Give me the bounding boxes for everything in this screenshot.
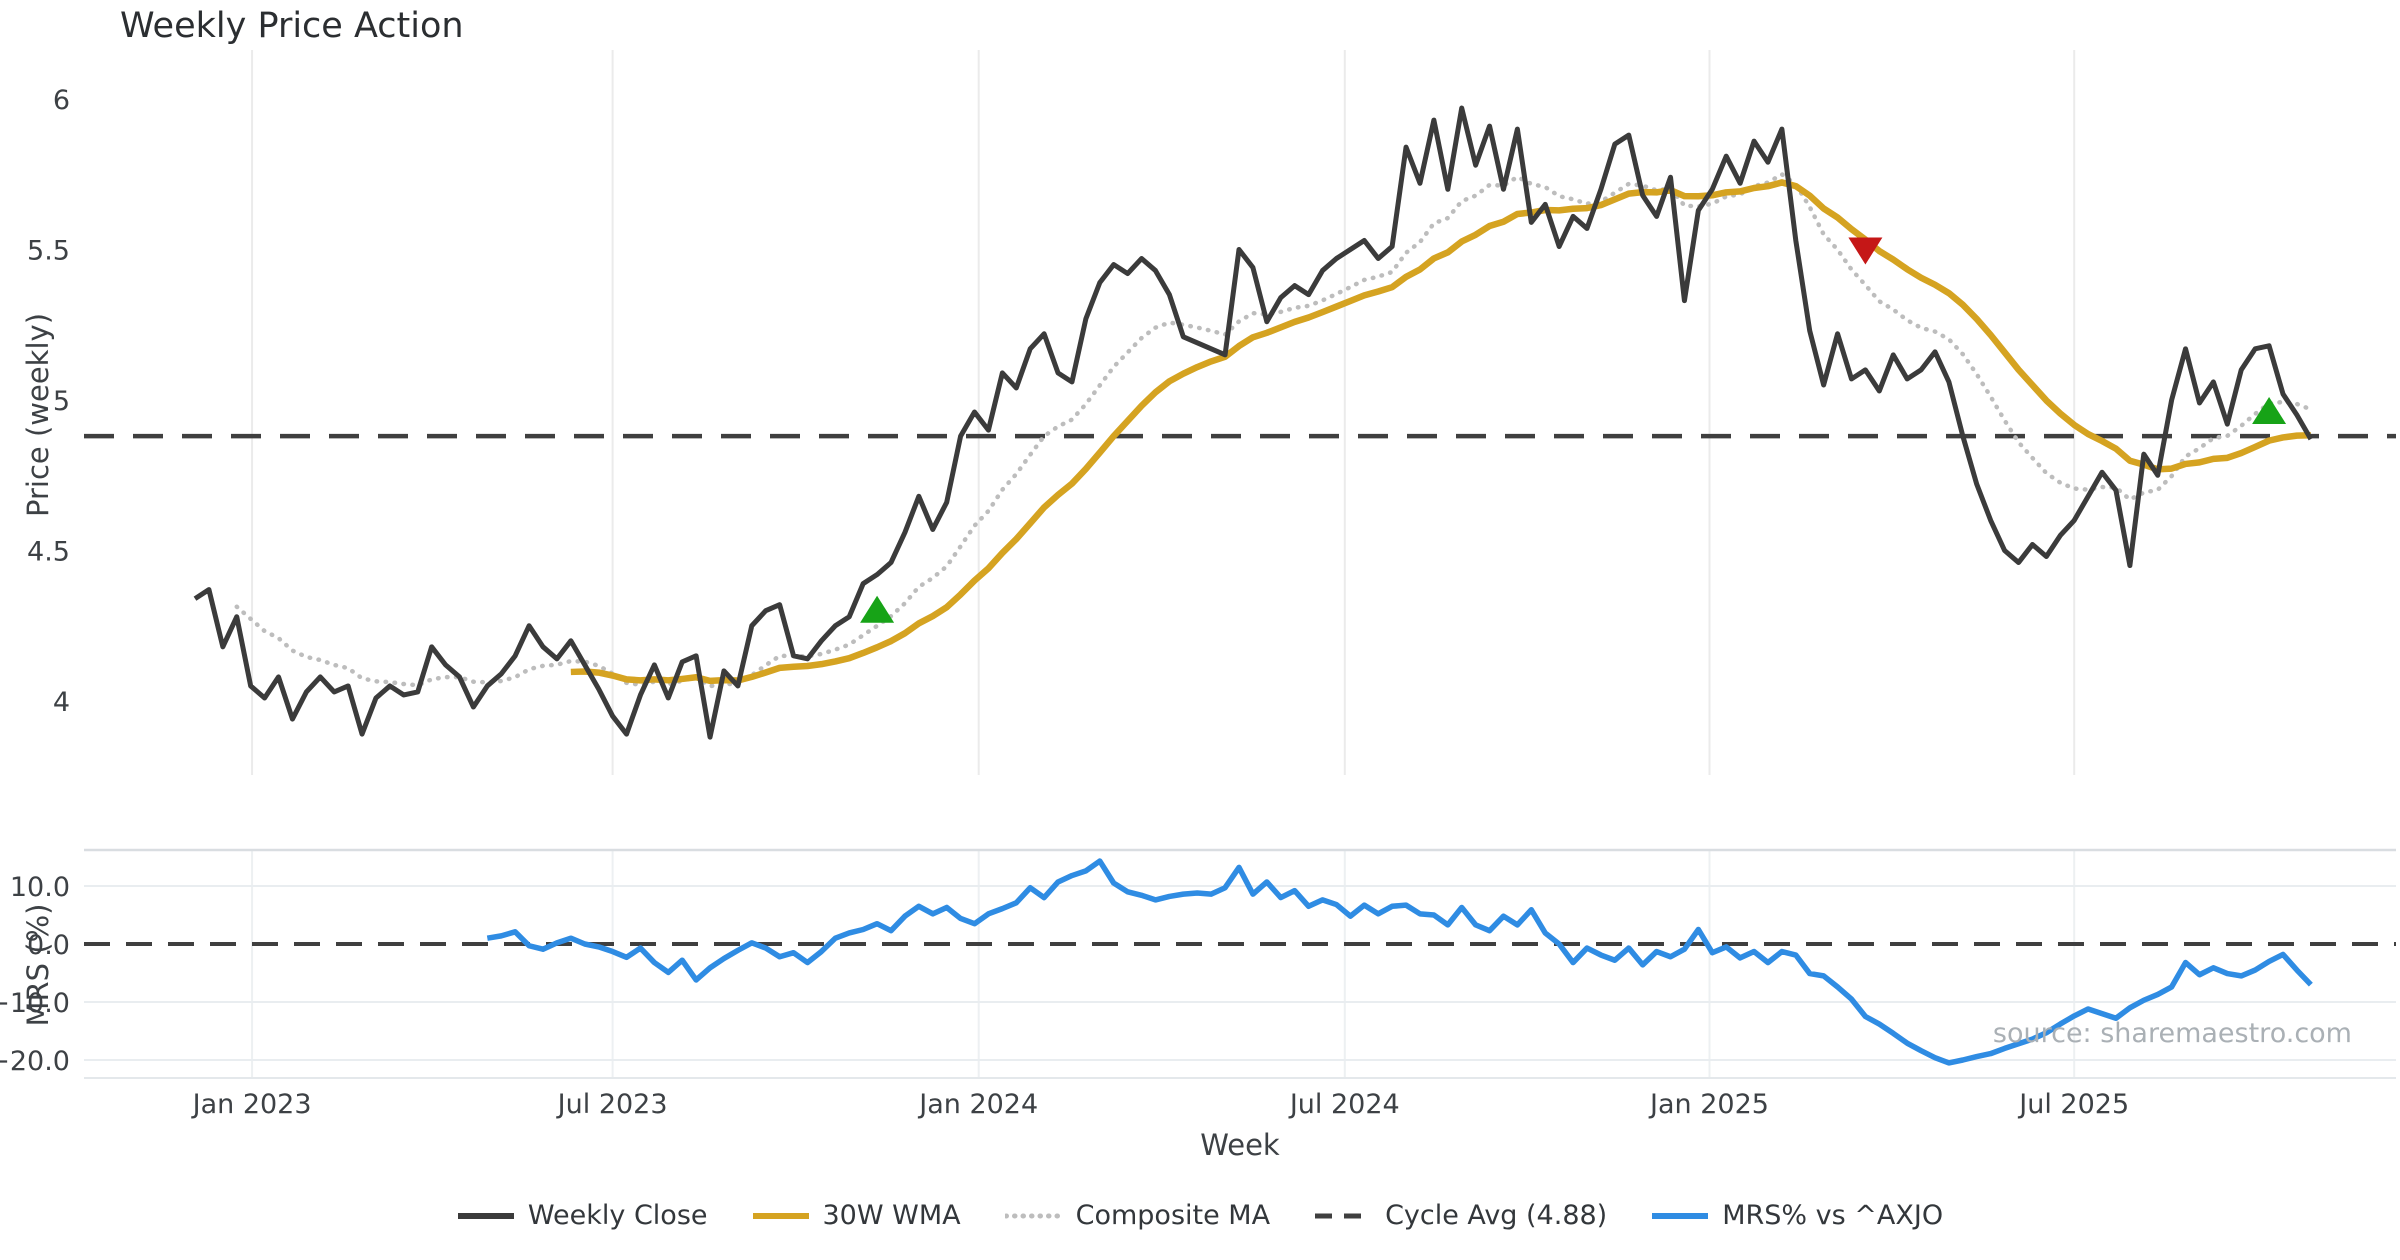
wma-30w-line (570, 179, 2311, 685)
buy-signal-marker (860, 595, 895, 623)
mrs-ytick-label: 10.0 (10, 872, 70, 903)
mrs-ytick-label: −10.0 (0, 988, 70, 1019)
composite-ma-line (234, 171, 2314, 689)
x-tick-label: Jan 2023 (191, 1089, 312, 1120)
legend-item: MRS% vs ^AXJO (1651, 1200, 1943, 1231)
gridlines (84, 50, 2396, 1079)
sell-signal-marker (1848, 237, 1883, 265)
chart-legend: Weekly Close 30W WMA Composite MA Cycle Avg… (0, 1200, 2400, 1231)
price-ytick-label: 5 (53, 386, 70, 417)
legend-item: Weekly Close (457, 1200, 708, 1231)
price-ytick-label: 5.5 (27, 236, 70, 267)
legend-label: Composite MA (1075, 1200, 1271, 1231)
x-tick-label: Jan 2024 (917, 1089, 1038, 1120)
legend-swatch-solid (752, 1212, 809, 1219)
weekly-close-line (193, 105, 2314, 740)
legend-label: MRS% vs ^AXJO (1722, 1200, 1944, 1231)
x-tick-label: Jul 2023 (556, 1089, 668, 1120)
buy-signal-marker (2252, 397, 2287, 425)
chart-title: Weekly Price Action (120, 6, 464, 46)
price-ytick-label: 4.5 (27, 537, 70, 568)
price-ytick-label: 4 (53, 687, 70, 718)
x-tick-label: Jul 2024 (1288, 1089, 1400, 1120)
price-axis-label: Price (weekly) (21, 312, 55, 517)
legend-swatch-solid (1652, 1212, 1709, 1219)
x-tick-label: Jan 2025 (1648, 1089, 1769, 1120)
legend-item: Cycle Avg (4.88) (1314, 1200, 1607, 1231)
legend-item: Composite MA (1004, 1200, 1271, 1231)
mrs-ytick-label: −20.0 (0, 1046, 70, 1077)
legend-label: 30W WMA (822, 1200, 961, 1231)
x-axis-label: Week (1200, 1128, 1280, 1162)
legend-item: 30W WMA (752, 1200, 961, 1231)
price-ytick-label: 6 (53, 85, 70, 116)
legend-label: Weekly Close (527, 1200, 708, 1231)
x-tick-label: Jul 2025 (2017, 1089, 2129, 1120)
mrs-ytick-label: 0.0 (27, 930, 70, 961)
source-watermark: source: sharemaestro.com (1992, 1018, 2352, 1049)
legend-swatch-dotted (1004, 1213, 1063, 1218)
legend-swatch-solid (457, 1212, 514, 1219)
mrs-line (486, 858, 2313, 1066)
legend-swatch-dashed (1315, 1213, 1372, 1218)
legend-label: Cycle Avg (4.88) (1385, 1200, 1608, 1231)
mrs-axis-label: MRS (%) (21, 903, 55, 1027)
